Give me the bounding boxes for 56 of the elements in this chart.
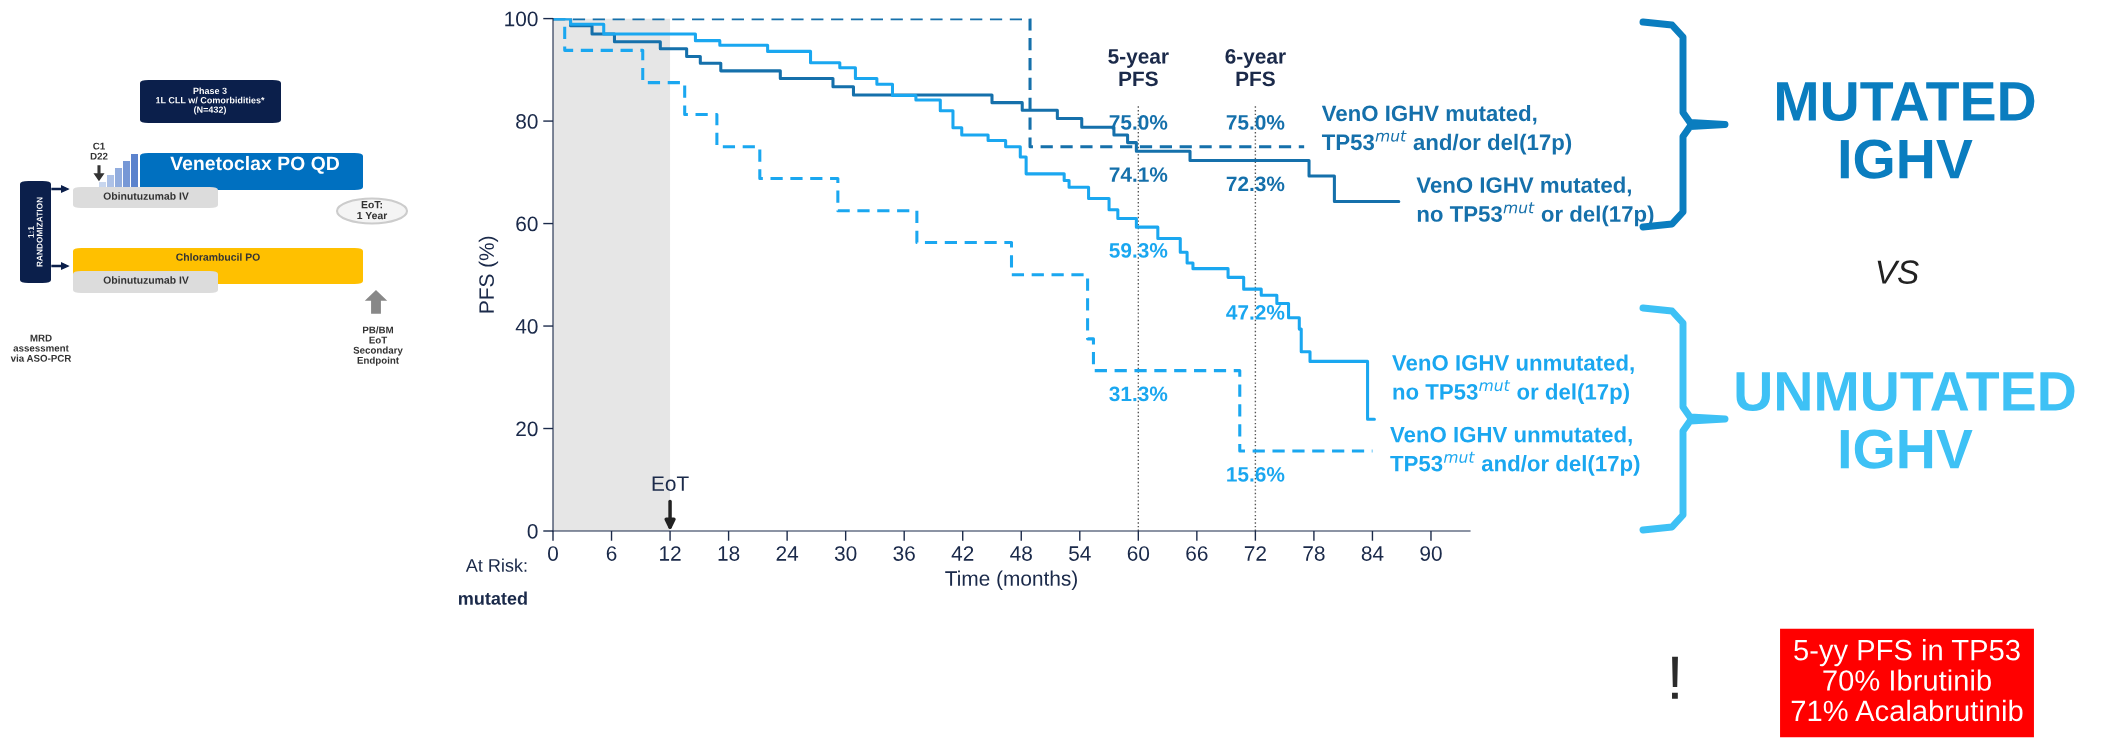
text: Chlorambucil PO: [176, 253, 260, 261]
x-tick-label: 18: [718, 546, 740, 561]
x-tick-label: 30: [834, 546, 857, 561]
y-tick-label: 20: [516, 421, 538, 437]
x-tick-label: 24: [776, 546, 799, 561]
text: 5-yy PFS in TP53 70% Ibrutinib 71% Acalabrutinib: [1791, 639, 2023, 722]
text: MUTATED IGHV: [1777, 82, 2035, 179]
x-tick-label: 0: [548, 546, 558, 561]
ref-line-label: 5-year PFS: [1108, 49, 1169, 87]
series-label: VenO IGHV unmutated, TP53$^{mut}$ and/or del(17p): [1390, 426, 1640, 476]
text: !: [1672, 656, 1678, 699]
annotation: 31.3%: [1109, 386, 1168, 402]
text: mutated: [458, 591, 527, 605]
text: PB/BM EoT Secondary Endpoint: [353, 326, 403, 366]
series-label: VenO IGHV mutated, TP53$^{mut}$ and/or del(17p): [1321, 104, 1572, 155]
text: MRD assessment via ASO-PCR: [10, 334, 72, 362]
x-axis-title: Time (months): [945, 570, 1077, 590]
x-tick-label: 72: [1244, 546, 1266, 561]
text: Phase 3 1L CLL w/ Comorbidities* (N=432): [156, 87, 265, 115]
y-tick-label: 0: [527, 524, 538, 539]
x-tick-label: 48: [1010, 546, 1032, 561]
y-tick-label: 100: [505, 11, 538, 27]
x-tick-label: 66: [1186, 546, 1208, 561]
series-label: VenO IGHV mutated, no TP53$^{mut}$ or del(17p): [1416, 176, 1654, 227]
x-tick-label: 42: [951, 546, 974, 561]
ref-line-label: 6-year PFS: [1225, 49, 1286, 87]
annotation: 74.1%: [1109, 167, 1168, 182]
series-label: VenO IGHV unmutated, no TP53$^{mut}$ or del(17p): [1392, 354, 1634, 405]
x-tick-label: 12: [660, 546, 681, 561]
x-tick-label: 54: [1069, 546, 1091, 561]
text: VS: [1877, 260, 1919, 284]
annotation: 47.2%: [1226, 305, 1285, 320]
y-tick-label: 40: [515, 319, 538, 334]
text: Obinutuzumab IV: [103, 276, 189, 284]
text: 1:1 RANDOMIZATION: [28, 197, 43, 267]
text: Venetoclax PO QD: [170, 155, 340, 174]
y-tick-label: 60: [516, 216, 538, 232]
text: EoT: 1 Year: [357, 201, 388, 220]
x-tick-label: 90: [1420, 546, 1442, 561]
annotation: 75.0%: [1226, 115, 1285, 130]
annotation: EoT: [652, 476, 689, 492]
y-axis-title: PFS (%): [478, 236, 499, 313]
x-tick-label: 78: [1303, 546, 1325, 561]
x-tick-label: 36: [893, 546, 915, 561]
text: C1 D22: [90, 142, 108, 160]
x-tick-label: 84: [1361, 546, 1384, 561]
annotation: 72.3%: [1226, 176, 1285, 192]
annotation: 75.0%: [1109, 115, 1168, 130]
x-tick-label: 60: [1127, 546, 1150, 561]
y-tick-label: 80: [516, 114, 538, 129]
text: Obinutuzumab IV: [103, 192, 189, 200]
annotation: 15.6%: [1227, 466, 1285, 482]
text: At Risk:: [465, 558, 527, 572]
x-tick-label: 6: [606, 546, 617, 561]
annotation: 59.3%: [1109, 243, 1168, 258]
text: UNMUTATED IGHV: [1736, 372, 2075, 469]
